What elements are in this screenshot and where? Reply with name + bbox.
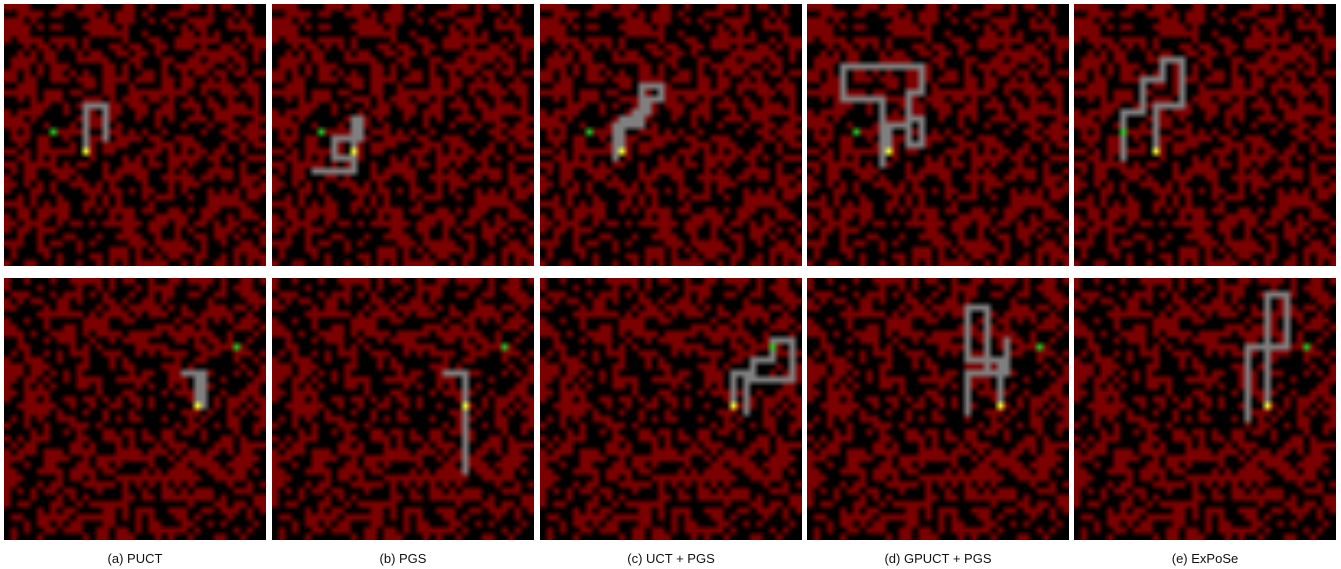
caption-b: (b) PGS (379, 551, 427, 566)
maze-grid (807, 278, 1069, 540)
maze-grid (272, 4, 534, 266)
maze-grid (4, 4, 266, 266)
maze-grid (1074, 278, 1336, 540)
maze-grid (540, 4, 802, 266)
panel-c-bottom (540, 278, 802, 540)
caption-d: (d) GPUCT + PGS (884, 551, 992, 566)
caption-c: (c) UCT + PGS (627, 551, 715, 566)
maze-grid (540, 278, 802, 540)
panel-a-top (4, 4, 266, 266)
maze-grid (807, 4, 1069, 266)
panel-b-top (272, 4, 534, 266)
maze-grid (4, 278, 266, 540)
panel-e-bottom (1074, 278, 1336, 540)
panel-d-bottom (807, 278, 1069, 540)
panel-a-bottom (4, 278, 266, 540)
panel-d-top (807, 4, 1069, 266)
panel-b-bottom (272, 278, 534, 540)
panel-e-top (1074, 4, 1336, 266)
maze-grid (272, 278, 534, 540)
maze-grid (1074, 4, 1336, 266)
panel-c-top (540, 4, 802, 266)
caption-a: (a) PUCT (107, 551, 163, 566)
caption-e: (e) ExPoSe (1171, 551, 1239, 566)
